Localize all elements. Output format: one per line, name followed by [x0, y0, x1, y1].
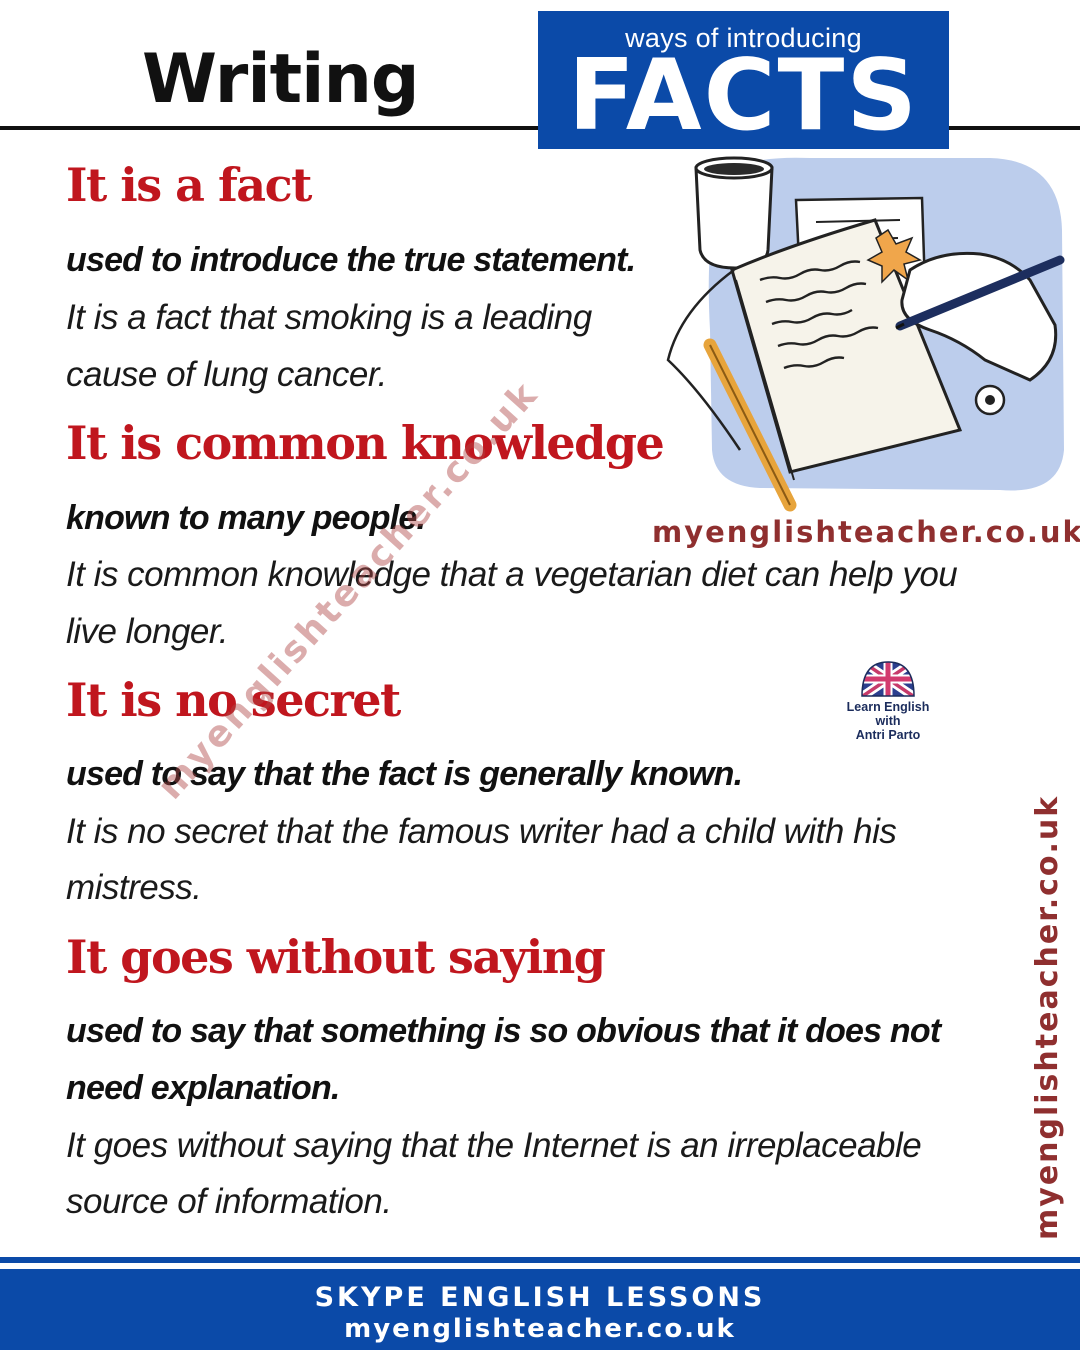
footer-banner: SKYPE ENGLISH LESSONS myenglishteacher.c…	[0, 1269, 1080, 1350]
phrase-heading: It is no secret	[66, 673, 401, 727]
definition-line: need explanation.	[66, 1069, 340, 1107]
watermark-vertical: myenglishteacher.co.uk	[1030, 794, 1065, 1240]
definition-line: used to say that the fact is generally k…	[66, 755, 743, 793]
footer-tagline: SKYPE ENGLISH LESSONS	[314, 1282, 766, 1313]
phrase-heading: It is a fact	[66, 158, 312, 212]
example-line: cause of lung cancer.	[66, 355, 387, 394]
writing-illustration	[666, 156, 1065, 512]
logo-text: Learn English with Antri Parto	[846, 700, 930, 742]
facts-title: FACTS	[568, 39, 919, 153]
definition-line: used to introduce the true statement.	[66, 241, 636, 279]
facts-subtitle: ways of introducing	[625, 23, 862, 53]
page-title: Writing	[142, 40, 420, 119]
example-line: It goes without saying that the Internet…	[66, 1126, 922, 1165]
example-line: It is no secret that the famous writer h…	[66, 812, 897, 851]
example-line: live longer.	[66, 612, 228, 651]
brand-logo: Learn English with Antri Parto	[836, 660, 940, 742]
uk-flag-globe-icon	[861, 661, 915, 697]
definition-line: used to say that something is so obvious…	[66, 1012, 941, 1050]
example-line: source of information.	[66, 1182, 392, 1221]
definition-line: known to many people.	[66, 499, 426, 537]
example-line: It is common knowledge that a vegetarian…	[66, 555, 958, 594]
facts-banner: ways of introducing FACTS	[538, 11, 949, 153]
example-line: mistress.	[66, 868, 202, 907]
phrase-heading: It goes without saying	[66, 930, 606, 984]
example-line: It is a fact that smoking is a leading	[66, 298, 592, 337]
footer-stripe	[0, 1257, 1080, 1263]
footer-site-url: myenglishteacher.co.uk	[344, 1314, 736, 1344]
site-url-label: myenglishteacher.co.uk	[652, 515, 1080, 549]
phrase-heading: It is common knowledge	[66, 416, 665, 470]
